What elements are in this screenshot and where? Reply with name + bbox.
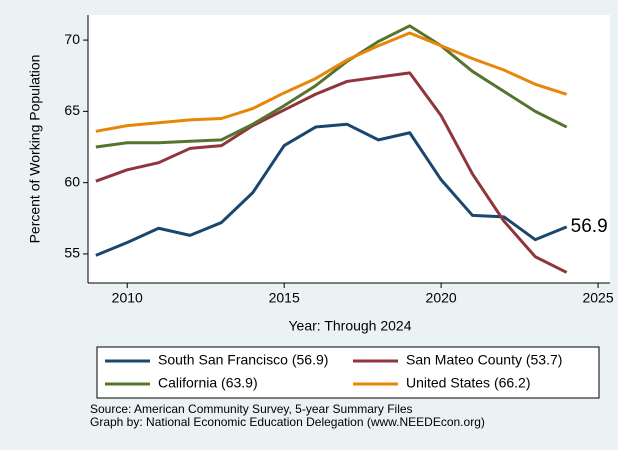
x-tick-label: 2010 (112, 290, 143, 306)
source: Graph by: National Economic Education De… (90, 415, 485, 429)
x-axis-label: Year: Through 2024 (289, 318, 412, 334)
y-axis-label: Percent of Working Population (27, 55, 43, 244)
series-line (95, 71, 568, 274)
legend-label: California (63.9) (158, 375, 258, 391)
x-tick-label: 2020 (426, 290, 457, 306)
y-tick-label: 70 (64, 31, 80, 47)
series-line (95, 24, 568, 149)
annotation: 56.9 (571, 216, 608, 237)
source: Source: American Community Survey, 5-yea… (90, 402, 413, 416)
series-line (95, 122, 568, 257)
legend-label: San Mateo County (53.7) (406, 352, 562, 368)
y-tick-label: 60 (64, 173, 80, 189)
x-tick-label: 2015 (269, 290, 300, 306)
legend-label: South San Francisco (56.9) (158, 352, 328, 368)
legend-label: United States (66.2) (406, 375, 531, 391)
y-tick-label: 55 (64, 245, 80, 261)
y-tick-label: 65 (64, 102, 80, 118)
plot-area (88, 15, 610, 283)
legend (96, 346, 600, 399)
series-line (95, 31, 568, 133)
x-tick-label: 2025 (582, 290, 613, 306)
